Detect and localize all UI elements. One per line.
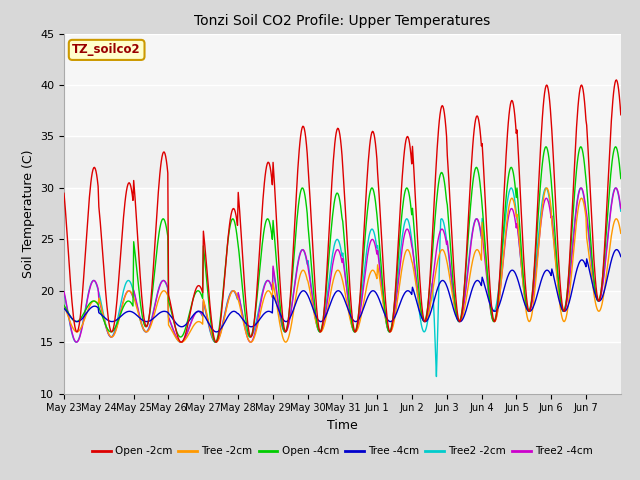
Title: Tonzi Soil CO2 Profile: Upper Temperatures: Tonzi Soil CO2 Profile: Upper Temperatur…: [195, 14, 490, 28]
Bar: [64, 188, 621, 240]
Bar: [64, 34, 621, 136]
Text: TZ_soilco2: TZ_soilco2: [72, 43, 141, 56]
Y-axis label: Soil Temperature (C): Soil Temperature (C): [22, 149, 35, 278]
Legend: Open -2cm, Tree -2cm, Open -4cm, Tree -4cm, Tree2 -2cm, Tree2 -4cm: Open -2cm, Tree -2cm, Open -4cm, Tree -4…: [88, 442, 597, 460]
X-axis label: Time: Time: [327, 419, 358, 432]
Bar: [64, 291, 621, 342]
